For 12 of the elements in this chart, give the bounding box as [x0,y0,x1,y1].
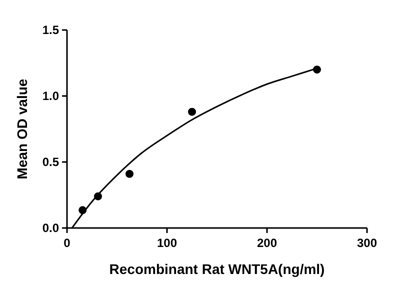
y-tick-label: 1.5 [42,23,60,37]
point [126,170,134,178]
y-tick-label: 1.0 [42,89,60,103]
x-tick-label: 200 [256,236,278,250]
x-tick-label: 0 [64,236,71,250]
y-tick-label: 0.5 [42,155,60,169]
point [188,108,196,116]
x-axis-title: Recombinant Rat WNT5A(ng/ml) [109,261,325,277]
y-axis-title: Mean OD value [14,78,30,180]
y-tick-label: 0.0 [42,221,60,235]
x-tick-label: 300 [356,236,378,250]
x-tick-label: 100 [156,236,178,250]
